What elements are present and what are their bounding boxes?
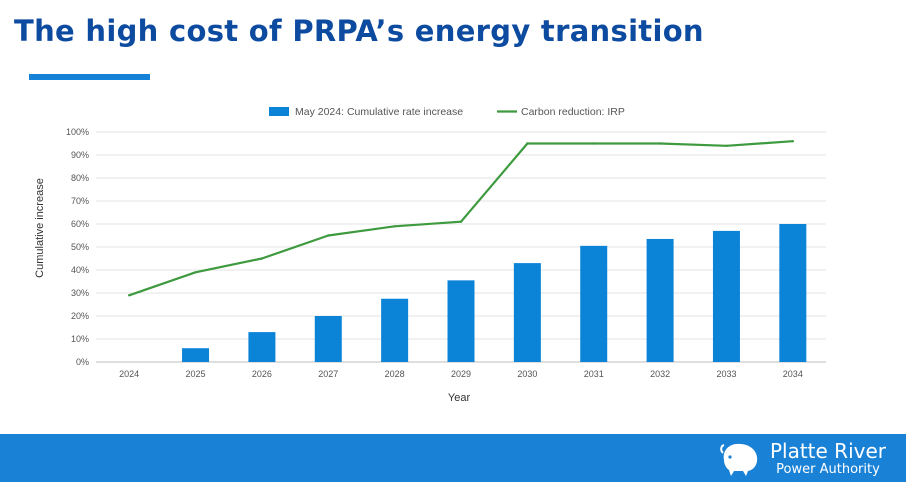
series-line: [128, 140, 793, 297]
bison-icon: [720, 443, 758, 476]
platte-river-logo: Platte River Power Authority: [718, 438, 886, 478]
y-tick-label: 90%: [71, 150, 89, 160]
y-tick-label: 10%: [71, 334, 89, 344]
bar: [779, 224, 807, 362]
line-point: [260, 257, 264, 260]
line-point: [393, 225, 396, 228]
bar: [513, 263, 541, 362]
y-tick-label: 40%: [71, 265, 89, 275]
y-tick-label: 0%: [76, 357, 89, 367]
cumulative-increase-chart: 0% 10% 20% 30% 40% 50% 60% 70% 80% 90% 100% 2024 202…: [34, 106, 826, 404]
y-tick-label: 60%: [71, 219, 89, 229]
line-point: [658, 142, 662, 145]
x-tick-label: 2030: [517, 369, 537, 379]
line-point: [592, 142, 595, 145]
bar: [447, 280, 475, 362]
legend-label: May 2024: Cumulative rate increase: [295, 106, 463, 118]
legend-label: Carbon reduction: IRP: [521, 106, 625, 118]
y-tick-label: 50%: [71, 242, 89, 252]
x-tick-label: 2025: [186, 369, 206, 379]
y-tick-label: 80%: [71, 173, 89, 183]
line-point: [791, 140, 795, 143]
line-point: [127, 294, 131, 297]
x-tick-label: 2034: [783, 369, 803, 379]
x-tick-label: 2031: [584, 369, 604, 379]
bar: [580, 245, 608, 362]
line-point: [327, 234, 330, 237]
legend-swatch-bar: [269, 107, 289, 116]
slide-title: The high cost of PRPA’s energy transitio…: [14, 14, 704, 48]
bar: [182, 348, 210, 362]
bar: [646, 238, 674, 362]
line-point: [526, 142, 529, 145]
bar: [314, 316, 342, 362]
line-point: [725, 144, 728, 147]
bar: [381, 298, 409, 362]
y-axis-title: Cumulative increase: [34, 178, 46, 278]
x-axis-title: Year: [448, 392, 471, 404]
line-point: [459, 220, 463, 223]
logo-subtitle: Power Authority: [776, 461, 880, 477]
x-tick-label: 2029: [451, 369, 471, 379]
x-tick-label: 2024: [119, 369, 139, 379]
title-underline: [29, 74, 150, 80]
x-tick-label: 2028: [385, 369, 405, 379]
y-tick-label: 30%: [71, 288, 89, 298]
line-point: [194, 271, 197, 274]
x-tick-label: 2032: [650, 369, 670, 379]
y-tick-label: 100%: [66, 127, 89, 137]
bar: [712, 230, 740, 362]
y-tick-label: 70%: [71, 196, 89, 206]
x-tick-label: 2027: [318, 369, 338, 379]
x-tick-label: 2033: [716, 369, 736, 379]
logo-name: Platte River: [769, 438, 886, 463]
y-tick-label: 20%: [71, 311, 89, 321]
bar: [248, 332, 276, 362]
x-tick-label: 2026: [252, 369, 272, 379]
